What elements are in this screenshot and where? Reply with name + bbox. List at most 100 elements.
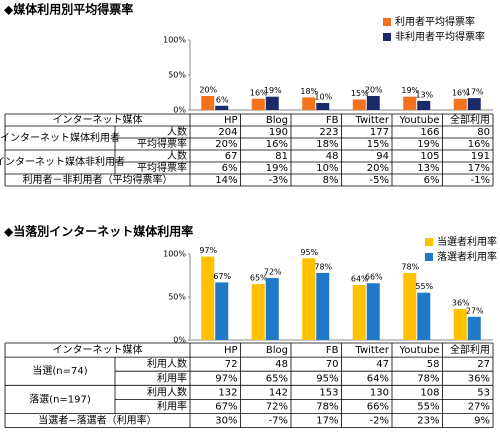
- table-cell: 72%: [266, 401, 288, 412]
- table-cell: 58: [427, 359, 440, 370]
- bar: [251, 284, 265, 340]
- value-label: 19%: [264, 86, 282, 95]
- bar: [215, 105, 229, 110]
- bar: [316, 103, 330, 110]
- bar: [467, 316, 481, 340]
- table-cell: 18%: [316, 139, 338, 150]
- table-group-label: 落選(n=197): [29, 392, 91, 405]
- legend-swatch: [425, 253, 433, 261]
- bar: [302, 97, 316, 110]
- table-group-label: インターネット媒体非利用者: [0, 156, 125, 168]
- value-label: 36%: [452, 299, 470, 308]
- table-cell: 23%: [417, 416, 439, 427]
- legend-label: 利用者平均得票率: [395, 15, 475, 28]
- value-label: 13%: [415, 90, 433, 99]
- legend-label: 落選者利用率: [437, 250, 497, 263]
- table-cell: 20%: [215, 139, 237, 150]
- table-column-header: FB: [326, 115, 339, 126]
- bar: [403, 272, 417, 340]
- table-cell: 204: [218, 127, 237, 138]
- table-column-header: FB: [326, 345, 339, 356]
- y-tick-label: 50%: [168, 71, 186, 80]
- value-label: 66%: [365, 273, 383, 282]
- table-cell: 48: [326, 151, 339, 162]
- table-column-header: Blog: [266, 345, 288, 356]
- value-label: 27%: [466, 306, 484, 315]
- table-cell: 105: [420, 151, 439, 162]
- table-column-header: Twitter: [354, 345, 389, 356]
- bar: [265, 96, 279, 110]
- table-column-header: 全部利用: [450, 343, 490, 356]
- table-cell: 19%: [417, 139, 439, 150]
- value-label: 10%: [314, 93, 332, 102]
- y-tick-label: 0%: [173, 336, 186, 345]
- table-footer-label: 利用者－非利用者（平均得票率）: [23, 173, 173, 186]
- value-label: 16%: [452, 88, 470, 97]
- value-label: 78%: [314, 262, 332, 271]
- table-cell: 108: [420, 387, 439, 398]
- legend-label: 当選者利用率: [437, 235, 497, 248]
- table-cell: 48: [275, 359, 288, 370]
- table-row-label: 人数: [167, 149, 187, 162]
- table-cell: 20%: [367, 163, 389, 174]
- table-cell: 142: [269, 387, 288, 398]
- table-cell: 17%: [468, 163, 490, 174]
- table-row-label: 利用率: [157, 399, 187, 412]
- table-header: インターネット媒体: [53, 114, 143, 126]
- value-label: 55%: [415, 282, 433, 291]
- legend-label: 非利用者平均得票率: [395, 30, 485, 43]
- table-cell: 67: [225, 151, 238, 162]
- table-cell: 153: [319, 387, 338, 398]
- table-cell: 16%: [266, 139, 288, 150]
- table-cell: 27: [477, 359, 490, 370]
- table-column-header: 全部利用: [450, 113, 490, 126]
- table-group-label: 当選(n=74): [32, 364, 87, 377]
- table-cell: 191: [471, 151, 490, 162]
- bar: [265, 278, 279, 340]
- table-cell: -2%: [370, 416, 389, 427]
- chart-title: ◆媒体利用別平均得票率: [4, 2, 133, 17]
- table-cell: 64%: [367, 373, 389, 384]
- value-label: 67%: [213, 272, 231, 281]
- value-label: 6%: [216, 95, 229, 104]
- table-cell: 13%: [417, 163, 439, 174]
- value-label: 19%: [401, 86, 419, 95]
- legend-swatch: [425, 238, 433, 246]
- bar: [352, 284, 366, 340]
- table-cell: 47: [376, 359, 389, 370]
- table-cell: 16%: [468, 139, 490, 150]
- table-cell: 17%: [316, 416, 338, 427]
- y-tick-label: 100%: [163, 250, 186, 259]
- table-cell: 10%: [316, 163, 338, 174]
- table-column-header: Twitter: [354, 115, 389, 126]
- table-cell: 27%: [468, 401, 490, 412]
- bar: [403, 96, 417, 110]
- bar: [453, 98, 467, 110]
- bar: [366, 283, 380, 340]
- table-cell: 223: [319, 127, 338, 138]
- table-cell: -7%: [269, 416, 288, 427]
- table-cell: 65%: [266, 373, 288, 384]
- bar: [467, 98, 481, 110]
- value-label: 16%: [250, 88, 268, 97]
- value-label: 97%: [199, 246, 217, 255]
- bar: [417, 100, 431, 110]
- value-label: 95%: [300, 248, 318, 257]
- table-cell: 78%: [316, 401, 338, 412]
- table-cell: 132: [218, 387, 237, 398]
- table-cell: 80: [477, 127, 490, 138]
- table-cell: 6%: [424, 175, 440, 186]
- table-cell: 6%: [222, 163, 238, 174]
- table-group-label: インターネット媒体利用者: [0, 132, 120, 144]
- table-row-label: 平均得票率: [137, 137, 187, 150]
- table-cell: -3%: [269, 175, 288, 186]
- legend-swatch: [383, 33, 391, 41]
- table-cell: 78%: [417, 373, 439, 384]
- bar: [366, 96, 380, 110]
- bar: [417, 292, 431, 340]
- bar: [352, 99, 366, 110]
- table-cell: 190: [269, 127, 288, 138]
- value-label: 20%: [365, 86, 383, 95]
- table-cell: -1%: [471, 175, 490, 186]
